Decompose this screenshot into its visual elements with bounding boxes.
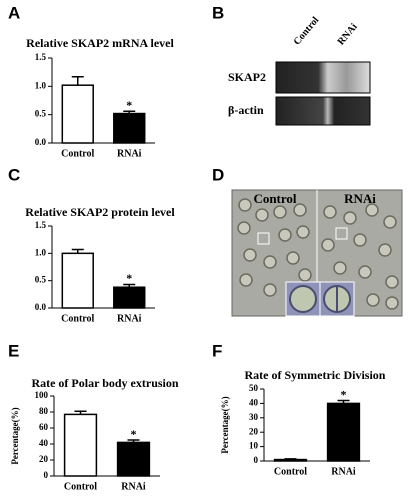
- bar: [63, 413, 98, 477]
- y-tick-label: 1.5: [35, 220, 47, 230]
- cell: [238, 198, 252, 212]
- band-label: SKAP2: [228, 70, 266, 84]
- image-label: RNAi: [344, 191, 376, 206]
- chart-title: Rate of Symmetric Division: [245, 368, 386, 382]
- inset-cell: [289, 285, 317, 313]
- cell: [239, 273, 253, 287]
- cell: [293, 203, 307, 217]
- y-tick-label: 30: [249, 412, 259, 422]
- error-bar: [123, 110, 136, 114]
- y-tick-label: 100: [35, 390, 49, 400]
- cell: [243, 248, 257, 262]
- cell: [383, 215, 397, 229]
- cell: [353, 233, 367, 247]
- error-bar: [74, 410, 87, 415]
- error-bar: [71, 248, 84, 254]
- significance-marker: *: [131, 427, 137, 441]
- panel-letter: C: [8, 165, 20, 184]
- blot-band: [275, 96, 371, 126]
- cell: [365, 203, 379, 217]
- y-axis-label: Percentage(%): [220, 396, 230, 453]
- chart-title: Relative SKAP2 mRNA level: [26, 36, 174, 50]
- cell: [385, 296, 399, 310]
- cell: [286, 251, 300, 265]
- error-bar: [284, 458, 297, 460]
- cell: [237, 221, 251, 235]
- error-bar: [123, 283, 136, 288]
- bar: [61, 84, 94, 144]
- y-tick-label: 1.5: [35, 52, 47, 62]
- cell: [366, 293, 380, 307]
- micrograph: Control RNAi: [231, 189, 403, 317]
- x-tick-label: RNAi: [121, 481, 146, 492]
- y-tick-label: 0.5: [35, 275, 47, 285]
- y-tick-label: 10: [249, 441, 259, 451]
- y-tick-label: 0: [44, 470, 49, 480]
- image-label: Control: [253, 191, 296, 206]
- y-tick-label: 0.0: [35, 302, 47, 312]
- y-tick-label: 0.0: [35, 137, 47, 147]
- cell: [358, 265, 372, 279]
- y-tick-label: 0: [254, 455, 259, 465]
- cell: [378, 243, 392, 257]
- panel-letter: A: [8, 3, 20, 22]
- inset-marker: [335, 227, 348, 240]
- lane-label: RNAi: [336, 21, 360, 47]
- cell: [323, 205, 337, 219]
- cell: [385, 275, 399, 289]
- band-label: β-actin: [228, 103, 264, 117]
- panel-letter: D: [212, 165, 224, 184]
- x-tick-label: RNAi: [331, 466, 356, 477]
- y-tick-label: 1.0: [35, 80, 47, 90]
- cell: [263, 255, 277, 269]
- chart-title: Rate of Polar body extrusion: [31, 376, 178, 390]
- bar: [273, 458, 308, 462]
- significance-marker: *: [126, 271, 132, 285]
- cell: [296, 225, 310, 239]
- panel-letter: B: [212, 3, 224, 22]
- bar: [113, 286, 146, 309]
- lane-label: Control: [292, 15, 322, 48]
- bar: [61, 252, 94, 309]
- y-tick-label: 1.0: [35, 247, 47, 257]
- cell: [263, 283, 277, 297]
- cell: [343, 211, 357, 225]
- bar: [113, 112, 146, 144]
- error-bar: [337, 399, 350, 404]
- cell: [255, 208, 269, 222]
- x-tick-label: RNAi: [117, 148, 142, 159]
- error-bar: [71, 75, 84, 86]
- y-tick-label: 40: [249, 397, 259, 407]
- panel-letter: E: [8, 341, 19, 360]
- y-tick-label: 40: [39, 438, 49, 448]
- cell: [278, 228, 292, 242]
- cell: [298, 268, 312, 282]
- x-tick-label: RNAi: [117, 313, 142, 324]
- inset-marker: [257, 232, 270, 245]
- y-tick-label: 20: [249, 426, 259, 436]
- y-tick-label: 20: [39, 454, 49, 464]
- cell: [333, 261, 347, 275]
- y-axis-label: Percentage(%): [10, 407, 20, 464]
- western-blot: Control RNAi SKAP2 β-actin: [228, 15, 371, 126]
- y-tick-label: 50: [249, 383, 259, 393]
- y-tick-label: 0.5: [35, 109, 47, 119]
- error-bar: [127, 439, 140, 443]
- panel-letter: F: [212, 341, 222, 360]
- x-tick-label: Control: [61, 148, 94, 159]
- x-tick-label: Control: [64, 481, 97, 492]
- y-tick-label: 60: [39, 422, 49, 432]
- y-tick-label: 80: [39, 406, 49, 416]
- cell: [273, 205, 287, 219]
- bar: [326, 402, 361, 462]
- significance-marker: *: [341, 387, 347, 401]
- significance-marker: *: [126, 98, 132, 112]
- x-tick-label: Control: [61, 313, 94, 324]
- x-tick-label: Control: [274, 466, 307, 477]
- cell: [321, 238, 335, 252]
- blot-band: [275, 61, 371, 94]
- bar: [116, 441, 151, 477]
- chart-title: Relative SKAP2 protein level: [25, 205, 175, 219]
